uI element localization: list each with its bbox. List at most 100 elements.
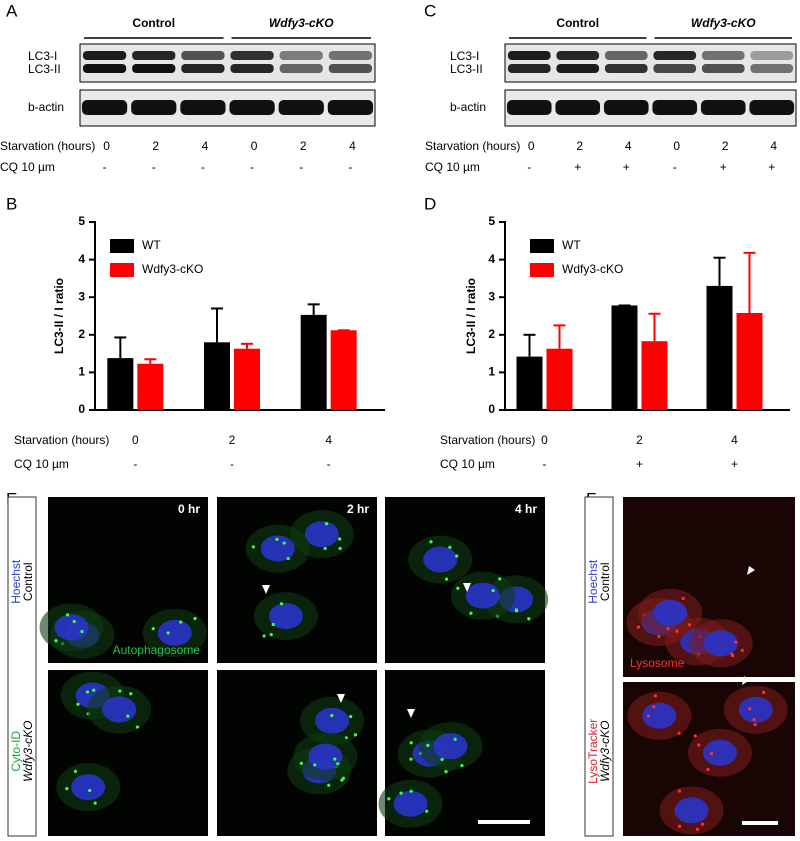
band (507, 51, 551, 60)
legend-label: Wdfy3-cKO (562, 262, 623, 276)
y-axis-label: LC3-II / I ratio (52, 278, 66, 354)
puncta (399, 791, 403, 795)
condition-value: 4 (770, 139, 777, 153)
band (506, 100, 552, 115)
puncta (88, 788, 92, 793)
y-tick-label: 0 (78, 402, 85, 416)
puncta (429, 540, 433, 544)
nucleus (465, 582, 500, 609)
row-label: Control (598, 562, 612, 601)
y-tick-label: 3 (78, 289, 85, 303)
label-box (584, 496, 614, 837)
puncta (313, 763, 317, 767)
marker-label: Autophagosome (113, 643, 201, 657)
puncta (681, 596, 685, 601)
puncta (426, 743, 430, 747)
puncta (409, 741, 413, 745)
band (279, 51, 323, 60)
band (556, 64, 600, 73)
band-label: LC3-I (450, 49, 479, 63)
nucleus (157, 619, 192, 646)
condition-value: - (103, 160, 107, 174)
band (700, 100, 746, 115)
puncta (709, 751, 714, 756)
nucleus (304, 521, 339, 548)
band (507, 64, 551, 73)
condition-value: + (720, 160, 727, 174)
bar (234, 348, 260, 410)
puncta (349, 714, 353, 719)
puncta (693, 734, 697, 738)
puncta (409, 757, 413, 761)
group-label: Control (132, 16, 175, 30)
puncta (166, 631, 170, 635)
condition-value: 2 (576, 139, 583, 153)
condition-value: - (152, 160, 156, 174)
condition-label: Starvation (hours) (425, 139, 520, 153)
condition-value: 4 (349, 139, 356, 153)
x-tick-label: 4 (731, 433, 738, 447)
bar (546, 348, 573, 410)
condition-value: - (527, 160, 531, 174)
band (131, 100, 177, 115)
puncta (448, 545, 452, 549)
x-tick-label: 4 (325, 433, 332, 447)
puncta (456, 586, 460, 590)
band (82, 64, 127, 73)
condition-value: 4 (202, 139, 209, 153)
nucleus (268, 603, 303, 630)
puncta (677, 824, 682, 828)
y-tick-label: 5 (488, 214, 495, 228)
puncta (706, 767, 710, 772)
nucleus (642, 702, 677, 729)
bar (736, 312, 763, 410)
x-axis-label: Starvation (hours) (14, 433, 109, 447)
band-label: b-actin (28, 100, 64, 114)
arrowhead (463, 583, 471, 592)
panel-label: A (6, 1, 18, 20)
puncta (325, 522, 329, 526)
time-label: 0 hr (178, 502, 200, 516)
puncta (527, 617, 531, 621)
arrowhead (407, 709, 415, 718)
puncta (752, 717, 756, 722)
puncta (695, 827, 699, 831)
band (279, 64, 323, 73)
time-label: 4 hr (515, 502, 537, 516)
puncta (440, 757, 444, 761)
band (653, 64, 697, 73)
condition-value: - (299, 160, 303, 174)
puncta (118, 689, 122, 693)
stain-label: LysoTracker (586, 719, 600, 784)
nucleus (315, 707, 350, 734)
nucleus (102, 696, 137, 723)
puncta (687, 623, 692, 627)
blot-frame (79, 89, 376, 127)
puncta (93, 801, 97, 805)
condition-value: - (673, 160, 677, 174)
condition-value: 0 (528, 139, 535, 153)
panel-label: C (424, 1, 436, 20)
band (750, 51, 794, 60)
puncta (54, 639, 58, 643)
row-label: CQ 10 µm (440, 457, 495, 471)
puncta (491, 589, 495, 593)
panel-label: B (6, 194, 17, 213)
x-tick-label: 2 (636, 433, 643, 447)
arrowhead (262, 585, 270, 594)
band (652, 100, 698, 115)
band-label: b-actin (450, 100, 486, 114)
nucleus (433, 733, 468, 760)
condition-value: 2 (722, 139, 729, 153)
row-value: + (731, 457, 738, 471)
legend-swatch (110, 239, 134, 253)
band (556, 51, 600, 60)
condition-value: + (768, 160, 775, 174)
row-value: - (230, 457, 234, 471)
band (181, 51, 225, 60)
puncta (135, 725, 140, 729)
puncta (279, 602, 284, 606)
puncta (444, 770, 448, 774)
puncta (425, 809, 429, 813)
